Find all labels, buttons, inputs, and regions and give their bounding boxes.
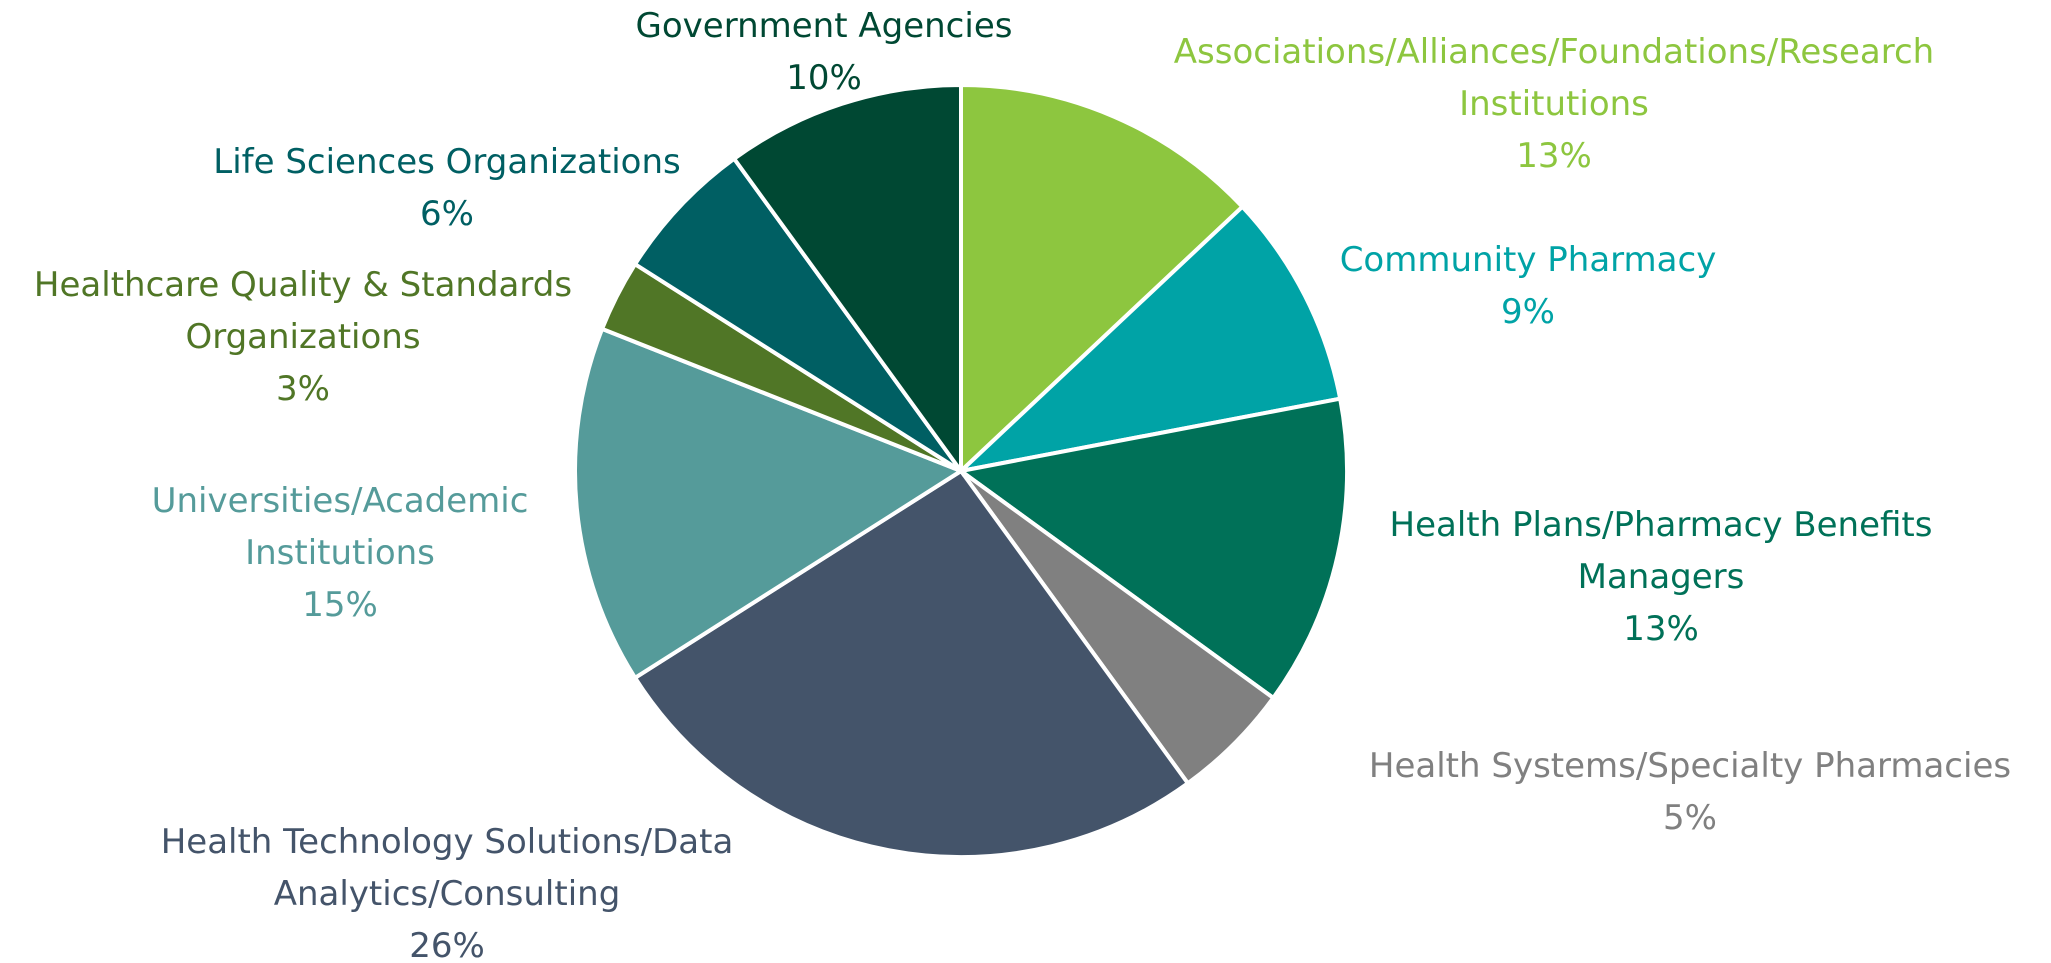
pie-slice <box>954 203 1343 475</box>
category-name: Healthcare Quality & Standards Organizat… <box>33 265 573 357</box>
category-name: Life Sciences Organizations <box>213 142 681 182</box>
slice-label: Universities/Academic Institutions 15% <box>125 475 555 631</box>
category-name: Health Systems/Specialty Pharmacies <box>1368 746 2012 786</box>
percent-label: 15% <box>302 585 378 625</box>
category-name: Health Plans/Pharmacy Benefits Managers <box>1389 505 1933 597</box>
pie-slice <box>956 396 1349 701</box>
pie-slice <box>573 326 966 681</box>
percent-label: 5% <box>1663 798 1717 838</box>
slice-label: Health Plans/Pharmacy Benefits Managers 1… <box>1361 499 1961 655</box>
category-name: Health Technology Solutions/Data Analyti… <box>160 822 734 914</box>
pie-slice <box>632 468 1191 860</box>
slice-label: Health Technology Solutions/Data Analyti… <box>127 816 767 963</box>
percent-label: 6% <box>420 194 474 234</box>
slice-label: Health Systems/Specialty Pharmacies 5% <box>1290 740 2051 844</box>
pie-slice <box>959 82 1246 476</box>
percent-label: 3% <box>276 369 330 409</box>
category-name: Government Agencies <box>635 6 1013 46</box>
pie-slice <box>731 82 963 478</box>
percent-label: 9% <box>1501 292 1555 332</box>
slice-label: Healthcare Quality & Standards Organizat… <box>8 259 598 415</box>
slice-label: Life Sciences Organizations 6% <box>97 136 797 240</box>
percent-label: 13% <box>1623 609 1699 649</box>
percent-label: 13% <box>1516 136 1592 176</box>
category-name: Associations/Alliances/Foundations/Resea… <box>1173 32 1935 124</box>
slice-label: Associations/Alliances/Foundations/Resea… <box>1124 26 1984 182</box>
category-name: Community Pharmacy <box>1339 240 1717 280</box>
slice-label: Community Pharmacy 9% <box>1178 234 1878 338</box>
percent-label: 26% <box>409 926 485 963</box>
percent-label: 10% <box>786 58 862 98</box>
category-name: Universities/Academic Institutions <box>151 481 529 573</box>
pie-slice <box>632 155 963 473</box>
slice-label: Government Agencies 10% <box>474 0 1174 104</box>
